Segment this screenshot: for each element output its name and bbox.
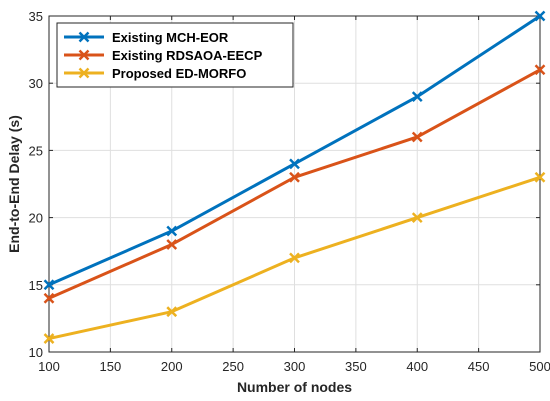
series-3-point [43, 333, 55, 344]
x-axis-title: Number of nodes [237, 379, 352, 395]
x-tick-label: 350 [345, 359, 367, 374]
legend-item: Proposed ED-MORFO [64, 66, 246, 81]
series-3-point [534, 171, 546, 183]
legend-label: Existing RDSAOA-EECP [112, 48, 263, 63]
legend-marker [78, 49, 90, 61]
series-2-point [289, 171, 300, 183]
y-axis-title: End-to-End Delay (s) [6, 115, 22, 253]
series-3-point [289, 252, 300, 264]
series-1-point [43, 279, 55, 291]
y-tick-label: 10 [29, 345, 43, 360]
y-tick-label: 35 [29, 9, 43, 24]
axis-ticks: 100 150 200 250 300 350 400 450 500 10 15 20 25 30 35 [29, 9, 550, 374]
y-tick-label: 30 [29, 76, 43, 91]
y-tick-label: 25 [29, 143, 43, 158]
legend: Existing MCH-EOR Existing RDSAOA-EECP Prop… [56, 22, 294, 88]
legend-label: Proposed ED-MORFO [112, 66, 246, 81]
legend-marker [78, 31, 90, 43]
x-tick-label: 100 [38, 359, 60, 374]
series-1-point [411, 91, 423, 103]
x-tick-label: 500 [529, 359, 550, 374]
legend-item: Existing RDSAOA-EECP [64, 48, 263, 63]
series-3-point [411, 212, 423, 223]
x-tick-label: 200 [161, 359, 183, 374]
series-2-point [411, 131, 423, 143]
series-2-point [166, 239, 178, 250]
legend-item: Existing MCH-EOR [64, 30, 229, 45]
x-tick-label: 150 [100, 359, 122, 374]
y-tick-label: 15 [29, 278, 43, 293]
series-1-point [534, 10, 546, 22]
x-tick-label: 250 [222, 359, 244, 374]
series-3-point [166, 306, 178, 318]
x-tick-label: 300 [284, 359, 306, 374]
series-1-point [166, 225, 178, 237]
series-2-point [534, 64, 546, 76]
legend-label: Existing MCH-EOR [112, 30, 229, 45]
series-group [43, 10, 546, 344]
legend-marker [78, 67, 90, 79]
series-2-point [43, 292, 55, 304]
series-1-point [289, 158, 300, 170]
x-tick-label: 400 [406, 359, 428, 374]
y-tick-label: 20 [29, 211, 43, 226]
x-tick-label: 450 [468, 359, 490, 374]
